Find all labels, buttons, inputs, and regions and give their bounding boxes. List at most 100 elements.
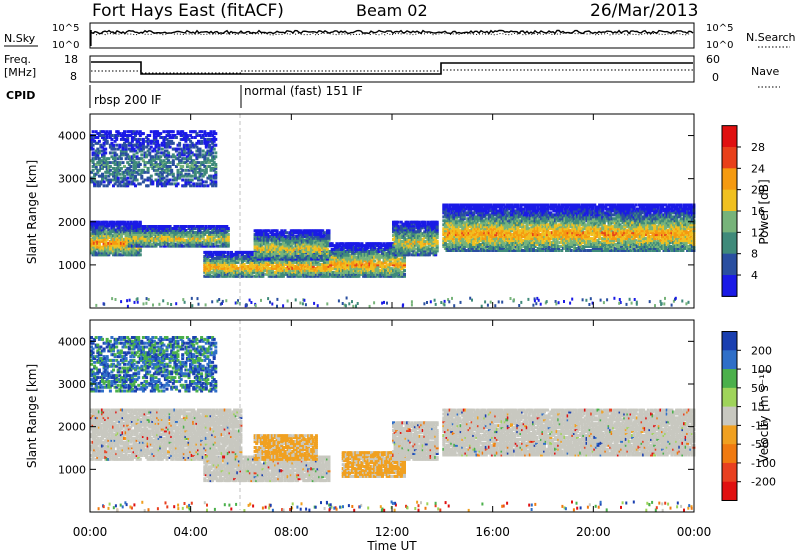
data-cell [132, 244, 136, 248]
data-cell [226, 250, 230, 254]
data-cell [195, 238, 199, 242]
data-cell [190, 234, 194, 238]
data-cell [226, 238, 230, 242]
data-cell [102, 241, 106, 245]
nave-label: Nave [751, 65, 779, 78]
data-cell [206, 229, 210, 232]
data-cell [168, 244, 172, 248]
data-cell [94, 247, 98, 251]
data-cell [200, 230, 204, 234]
data-cell [113, 232, 117, 236]
data-cell [134, 238, 137, 242]
data-cell [119, 249, 123, 253]
data-cell [219, 250, 222, 254]
data-cell [223, 260, 227, 264]
data-cell [90, 224, 93, 228]
data-cell [143, 230, 147, 234]
data-cell [101, 234, 104, 238]
data-cell [212, 264, 216, 268]
data-cell [219, 252, 222, 256]
data-cell [222, 270, 226, 274]
data-cell [198, 225, 202, 228]
data-cell [198, 232, 202, 236]
data-cell [105, 230, 109, 234]
data-cell [217, 240, 221, 244]
data-cell [211, 252, 215, 256]
data-cell [124, 234, 128, 238]
nsearch-tick-top: 10^5 [706, 23, 733, 34]
data-cell [113, 251, 117, 255]
data-cell [102, 243, 106, 247]
data-cell [220, 268, 224, 272]
data-cell [223, 240, 227, 244]
data-cell [102, 236, 106, 239]
data-cell [214, 238, 218, 242]
data-cell [219, 254, 222, 258]
data-cell [118, 226, 122, 230]
data-cell [212, 262, 216, 266]
data-cell [212, 258, 216, 262]
data-cell [101, 220, 104, 224]
data-cell [204, 272, 208, 276]
data-cell [137, 240, 141, 244]
data-cell [105, 224, 109, 228]
data-cell [211, 225, 215, 228]
data-cell [163, 236, 167, 240]
data-cell [116, 247, 120, 251]
data-cell [135, 242, 139, 246]
data-cell [211, 266, 215, 270]
data-cell [226, 242, 230, 246]
data-cell [162, 238, 166, 242]
data-cell [154, 240, 158, 244]
data-cell [212, 230, 216, 234]
data-cell [171, 230, 175, 234]
data-cell [171, 227, 175, 230]
data-cell [219, 244, 222, 248]
data-cell [206, 234, 210, 238]
data-cell [129, 242, 133, 246]
data-cell [90, 243, 93, 247]
data-cell [211, 244, 215, 248]
data-cell [113, 230, 117, 234]
data-cell [209, 270, 213, 274]
data-cell [141, 229, 145, 232]
data-cell [116, 237, 120, 241]
data-cell [163, 244, 167, 248]
data-cell [148, 242, 152, 246]
data-cell [204, 256, 208, 260]
data-cell [94, 245, 98, 249]
data-cell [208, 268, 211, 272]
data-cell [189, 225, 193, 228]
data-cell [185, 240, 189, 244]
data-cell [209, 260, 213, 264]
data-cell [206, 264, 210, 268]
data-cell [96, 237, 100, 241]
nsky-tick-bottom: 10^0 [52, 40, 79, 51]
data-cell [159, 244, 163, 248]
data-cell [119, 230, 123, 234]
data-cell [129, 232, 133, 236]
data-cell [137, 238, 141, 242]
data-cell [97, 236, 101, 239]
data-cell [129, 220, 133, 224]
data-cell [137, 247, 141, 251]
data-cell [193, 240, 197, 244]
data-cell [91, 234, 95, 238]
data-cell [204, 250, 208, 254]
data-cell [204, 264, 208, 268]
data-cell [226, 244, 230, 248]
data-cell [141, 238, 145, 242]
data-cell [124, 228, 128, 232]
data-cell [102, 228, 106, 232]
data-cell [129, 244, 133, 248]
data-cell [130, 227, 134, 230]
data-cell [215, 225, 219, 228]
data-cell [206, 252, 210, 256]
data-cell [101, 228, 104, 232]
data-cell [204, 242, 208, 246]
data-cell [206, 250, 210, 254]
data-cell [141, 240, 145, 244]
data-cell [222, 262, 226, 266]
data-cell [152, 232, 156, 236]
data-cell [137, 244, 141, 248]
